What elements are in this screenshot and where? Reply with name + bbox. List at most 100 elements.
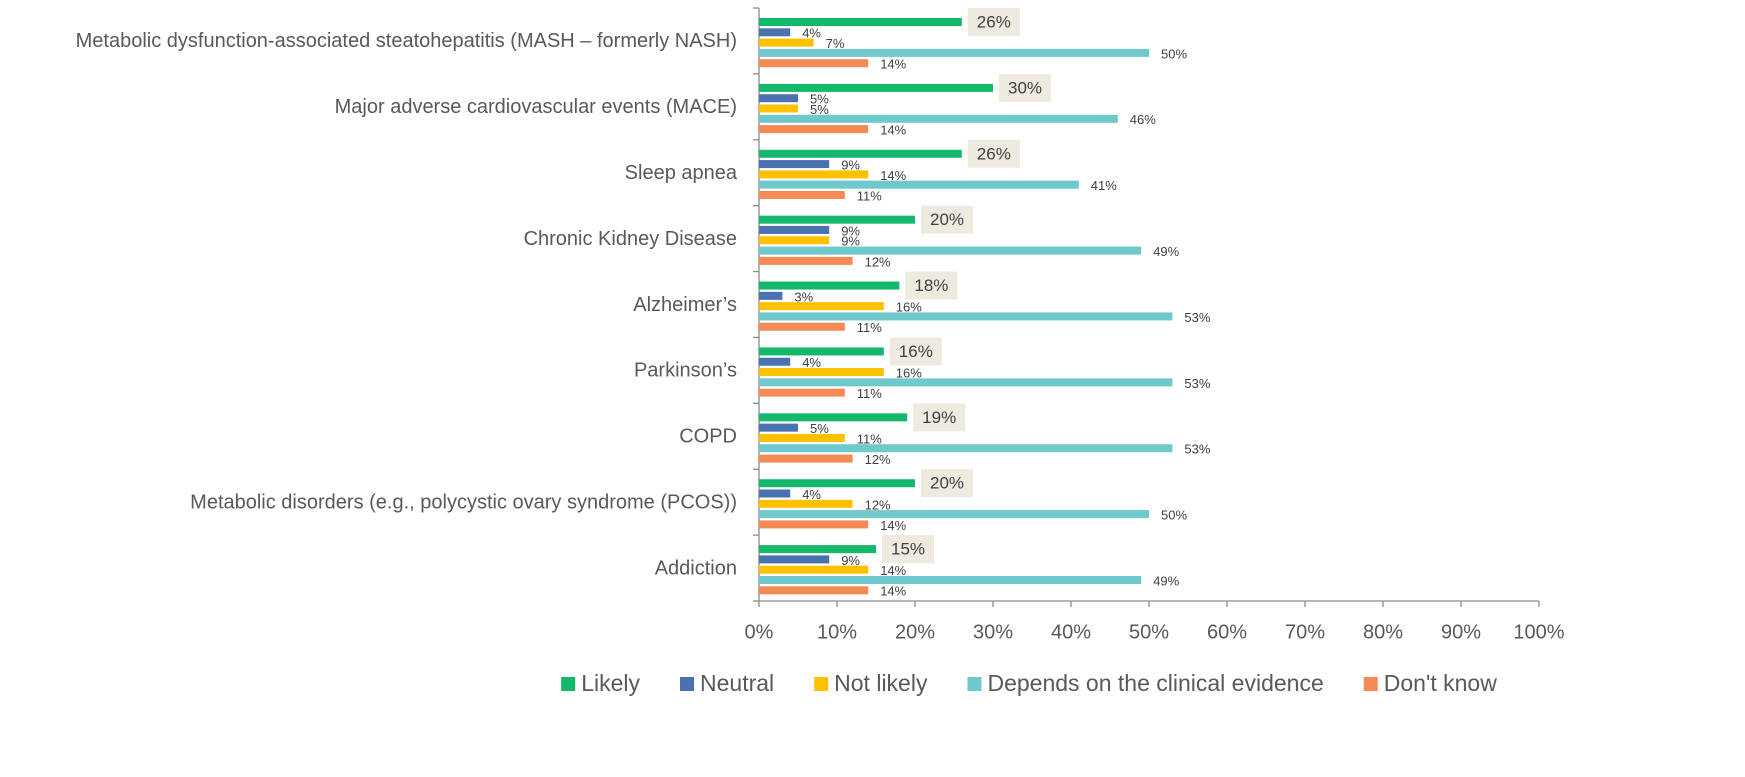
bar xyxy=(759,94,798,103)
data-label: 3% xyxy=(794,289,813,304)
bar xyxy=(759,28,791,37)
bar xyxy=(759,190,845,199)
data-label: 14% xyxy=(880,168,906,183)
data-label: 49% xyxy=(1153,244,1179,259)
bar xyxy=(759,104,798,113)
category-label: Metabolic dysfunction-associated steatoh… xyxy=(76,30,737,52)
data-label: 11% xyxy=(857,320,882,335)
data-label: 12% xyxy=(865,452,891,467)
x-tick-label: 30% xyxy=(973,621,1013,643)
label-box xyxy=(999,73,1051,102)
label-box xyxy=(913,403,966,432)
legend-label: Likely xyxy=(581,670,640,696)
data-label: 14% xyxy=(880,123,906,138)
bar xyxy=(759,83,993,92)
data-label: 26% xyxy=(977,144,1011,163)
data-label: 16% xyxy=(896,365,922,380)
bar xyxy=(759,347,884,356)
bar xyxy=(759,225,830,234)
bar xyxy=(759,357,791,366)
data-label: 18% xyxy=(914,276,948,295)
data-label: 16% xyxy=(896,300,922,315)
data-label: 53% xyxy=(1184,310,1210,325)
legend-swatch xyxy=(814,677,829,691)
label-box xyxy=(882,535,934,564)
label-box xyxy=(967,139,1020,168)
category-label: Alzheimer’s xyxy=(633,294,737,316)
x-tick-label: 100% xyxy=(1513,621,1564,643)
bar xyxy=(759,555,830,564)
data-label: 9% xyxy=(841,553,860,568)
bar xyxy=(759,256,853,265)
category-label: Chronic Kidney Disease xyxy=(524,228,737,250)
label-box xyxy=(921,469,973,498)
bar xyxy=(759,368,884,377)
bar xyxy=(759,378,1173,387)
bar xyxy=(759,160,830,169)
data-label: 53% xyxy=(1184,376,1210,391)
x-tick-label: 80% xyxy=(1363,621,1403,643)
legend-label: Depends on the clinical evidence xyxy=(987,670,1323,696)
category-label: COPD xyxy=(679,426,737,448)
data-label: 5% xyxy=(810,421,829,436)
category-label: Metabolic disorders (e.g., polycystic ov… xyxy=(190,491,737,513)
data-label: 50% xyxy=(1161,46,1187,61)
data-label: 12% xyxy=(865,254,891,269)
bar xyxy=(759,489,791,498)
bar xyxy=(759,18,962,26)
bar xyxy=(759,236,830,245)
data-label: 4% xyxy=(802,487,821,502)
data-label: 12% xyxy=(865,497,891,512)
bar xyxy=(759,565,869,574)
bar xyxy=(759,281,900,290)
data-label: 14% xyxy=(880,563,906,578)
bar xyxy=(759,433,845,442)
data-label: 7% xyxy=(826,36,845,51)
bar xyxy=(759,170,869,179)
data-label: 5% xyxy=(810,92,829,107)
data-label: 4% xyxy=(802,26,821,41)
label-box xyxy=(889,337,942,366)
bar xyxy=(759,510,1149,519)
x-tick-label: 50% xyxy=(1129,621,1169,643)
data-label: 46% xyxy=(1130,112,1156,127)
data-label: 16% xyxy=(899,342,933,361)
data-label: 41% xyxy=(1091,178,1117,193)
bar xyxy=(759,246,1142,255)
data-label: 20% xyxy=(930,474,964,493)
bar xyxy=(759,413,908,422)
category-label: Sleep apnea xyxy=(625,162,738,184)
x-tick-label: 60% xyxy=(1207,621,1247,643)
bar xyxy=(759,48,1149,57)
data-label: 14% xyxy=(880,518,906,533)
bar xyxy=(759,312,1173,321)
bar xyxy=(759,479,915,488)
data-label: 30% xyxy=(1008,78,1042,97)
data-label: 53% xyxy=(1184,442,1210,457)
data-label: 19% xyxy=(922,408,956,427)
data-label: 11% xyxy=(857,386,882,401)
legend-swatch xyxy=(967,677,982,691)
data-label: 4% xyxy=(802,355,821,370)
legend-label: Don't know xyxy=(1384,670,1497,696)
label-box xyxy=(905,271,958,300)
bar xyxy=(759,444,1173,453)
data-label: 11% xyxy=(857,188,882,203)
category-label: Addiction xyxy=(655,557,737,579)
data-label: 11% xyxy=(857,431,882,446)
x-tick-label: 70% xyxy=(1285,621,1325,643)
bar xyxy=(759,322,845,331)
data-label: 9% xyxy=(841,234,860,249)
legend-label: Not likely xyxy=(834,670,928,696)
data-label: 14% xyxy=(880,584,906,599)
bar xyxy=(759,149,962,158)
data-label: 20% xyxy=(930,210,964,229)
bar xyxy=(759,545,876,554)
bar xyxy=(759,180,1079,189)
category-label: Major adverse cardiovascular events (MAC… xyxy=(335,96,737,118)
data-label: 9% xyxy=(841,223,860,238)
bar xyxy=(759,59,869,68)
data-label: 49% xyxy=(1153,573,1179,588)
data-label: 14% xyxy=(880,57,906,72)
